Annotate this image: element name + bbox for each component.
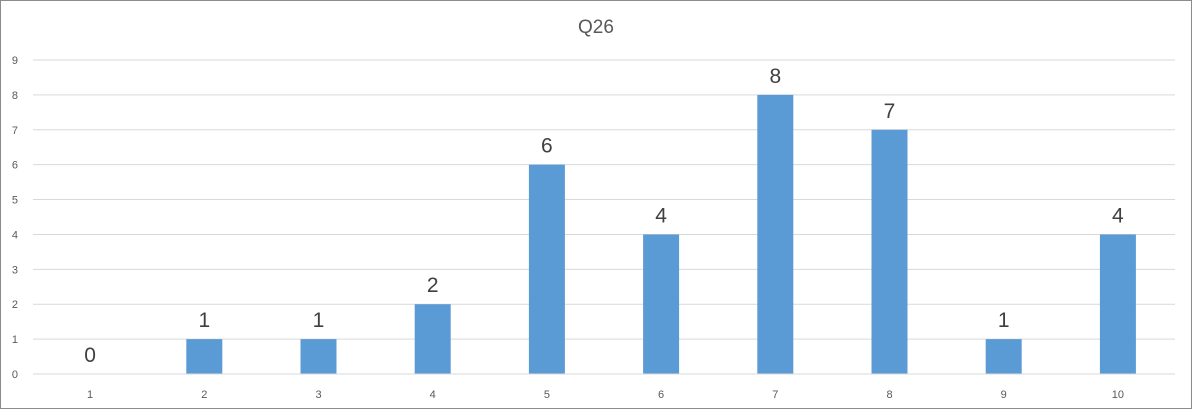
y-axis: 0 1 2 3 4 5 6 7 8 9 (12, 55, 18, 381)
x-tick-label: 6 (658, 389, 664, 401)
bar (1099, 234, 1136, 374)
bar (300, 339, 337, 374)
y-tick-label: 7 (12, 125, 18, 137)
x-axis: 1 2 3 4 5 6 7 8 9 10 (33, 373, 1175, 401)
x-tick-label: 3 (315, 389, 321, 401)
y-tick-label: 8 (12, 90, 18, 102)
data-label: 2 (427, 274, 439, 297)
data-label: 6 (541, 135, 553, 158)
bar (757, 94, 794, 374)
x-tick-label: 7 (772, 389, 778, 401)
data-label: 1 (998, 309, 1010, 332)
bars (186, 94, 1136, 374)
bar (528, 164, 565, 374)
bar (414, 304, 451, 374)
y-tick-label: 4 (12, 229, 18, 241)
y-tick-label: 0 (12, 369, 18, 381)
x-tick-label: 8 (886, 389, 892, 401)
x-tick-label: 9 (1001, 389, 1007, 401)
bar (985, 339, 1022, 374)
x-tick-label: 4 (430, 389, 436, 401)
data-label: 4 (1112, 204, 1124, 227)
x-tick-label: 2 (201, 389, 207, 401)
bar (643, 234, 680, 374)
gridlines (33, 59, 1175, 340)
y-tick-label: 3 (12, 264, 18, 276)
y-tick-label: 5 (12, 195, 18, 207)
data-labels: 0 1 1 2 6 4 8 7 1 4 (84, 65, 1124, 367)
data-label: 4 (655, 204, 667, 227)
y-tick-label: 1 (12, 334, 18, 346)
x-tick-label: 1 (87, 389, 93, 401)
y-tick-label: 9 (12, 55, 18, 67)
x-tick-label: 5 (544, 389, 550, 401)
y-tick-label: 6 (12, 160, 18, 172)
x-tick-label: 10 (1112, 389, 1124, 401)
y-tick-label: 2 (12, 299, 18, 311)
data-label: 8 (769, 65, 781, 88)
bar (871, 129, 908, 374)
data-label: 0 (84, 344, 96, 367)
chart-title: Q26 (578, 17, 614, 38)
bar (186, 339, 223, 374)
data-label: 1 (198, 309, 210, 332)
data-label: 7 (884, 100, 896, 123)
data-label: 1 (313, 309, 325, 332)
